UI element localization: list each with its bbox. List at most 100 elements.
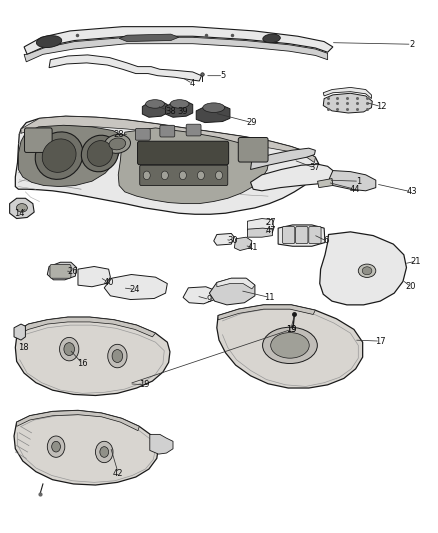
- Ellipse shape: [263, 34, 280, 43]
- Ellipse shape: [271, 333, 309, 358]
- Circle shape: [180, 171, 186, 180]
- Ellipse shape: [362, 266, 372, 275]
- Polygon shape: [24, 27, 333, 54]
- Polygon shape: [196, 106, 230, 123]
- Polygon shape: [142, 101, 167, 117]
- Polygon shape: [49, 55, 201, 81]
- Polygon shape: [15, 116, 319, 214]
- Circle shape: [95, 441, 113, 463]
- Ellipse shape: [35, 132, 83, 180]
- Text: 12: 12: [376, 102, 386, 111]
- Ellipse shape: [109, 138, 126, 150]
- Polygon shape: [166, 101, 193, 117]
- Circle shape: [112, 350, 123, 362]
- Text: 21: 21: [411, 257, 421, 265]
- Polygon shape: [209, 278, 255, 305]
- Text: 24: 24: [130, 285, 140, 294]
- Text: 19: 19: [286, 325, 297, 334]
- Ellipse shape: [203, 103, 225, 112]
- Polygon shape: [217, 305, 363, 388]
- Polygon shape: [218, 305, 315, 320]
- FancyBboxPatch shape: [140, 165, 228, 185]
- Circle shape: [47, 436, 65, 457]
- Circle shape: [64, 343, 74, 356]
- Text: 18: 18: [18, 343, 28, 352]
- Text: 1: 1: [357, 177, 362, 185]
- FancyBboxPatch shape: [283, 227, 295, 244]
- Circle shape: [198, 171, 205, 180]
- Text: 2: 2: [409, 40, 414, 49]
- Ellipse shape: [42, 139, 76, 172]
- FancyBboxPatch shape: [186, 124, 201, 136]
- Ellipse shape: [170, 100, 189, 108]
- Text: 19: 19: [286, 325, 297, 334]
- Circle shape: [52, 441, 60, 452]
- Circle shape: [143, 171, 150, 180]
- Polygon shape: [14, 324, 25, 340]
- Text: 41: 41: [248, 244, 258, 252]
- Ellipse shape: [358, 264, 376, 278]
- Ellipse shape: [263, 327, 317, 364]
- Text: 20: 20: [406, 282, 416, 291]
- Text: 6: 6: [324, 237, 329, 245]
- Polygon shape: [323, 87, 371, 99]
- Text: 37: 37: [309, 164, 320, 172]
- Text: 47: 47: [265, 226, 276, 235]
- Polygon shape: [320, 232, 406, 305]
- Polygon shape: [323, 93, 372, 113]
- Text: 40: 40: [103, 278, 114, 287]
- Text: 30: 30: [227, 237, 237, 245]
- Polygon shape: [78, 266, 110, 287]
- FancyBboxPatch shape: [160, 125, 175, 137]
- Polygon shape: [14, 410, 159, 485]
- Ellipse shape: [17, 204, 27, 212]
- Polygon shape: [247, 228, 272, 237]
- Polygon shape: [251, 164, 333, 191]
- Text: 5: 5: [221, 71, 226, 80]
- Text: 39: 39: [178, 108, 188, 116]
- Polygon shape: [15, 317, 170, 395]
- Circle shape: [108, 344, 127, 368]
- Polygon shape: [183, 287, 215, 304]
- Ellipse shape: [36, 36, 62, 47]
- Polygon shape: [18, 317, 155, 337]
- Text: 17: 17: [375, 337, 385, 345]
- Text: 27: 27: [265, 219, 276, 227]
- Circle shape: [60, 337, 79, 361]
- Polygon shape: [18, 125, 123, 187]
- Text: 16: 16: [77, 359, 88, 368]
- Text: 4: 4: [190, 79, 195, 88]
- Text: 29: 29: [247, 118, 257, 127]
- Text: 19: 19: [139, 381, 150, 389]
- Ellipse shape: [104, 134, 131, 154]
- Polygon shape: [214, 233, 234, 245]
- Polygon shape: [21, 116, 315, 163]
- Polygon shape: [234, 237, 252, 251]
- Polygon shape: [17, 410, 139, 431]
- Ellipse shape: [145, 100, 164, 108]
- Text: 11: 11: [264, 293, 275, 302]
- Text: 38: 38: [166, 108, 176, 116]
- Polygon shape: [24, 37, 328, 62]
- Circle shape: [100, 447, 109, 457]
- Text: 43: 43: [406, 188, 417, 196]
- FancyBboxPatch shape: [50, 264, 71, 278]
- Polygon shape: [247, 219, 274, 230]
- Circle shape: [161, 171, 168, 180]
- FancyBboxPatch shape: [238, 138, 268, 162]
- Text: 9: 9: [207, 295, 212, 304]
- Polygon shape: [217, 278, 255, 289]
- Text: 42: 42: [113, 469, 124, 478]
- FancyBboxPatch shape: [135, 128, 150, 140]
- FancyBboxPatch shape: [25, 128, 52, 152]
- Polygon shape: [47, 262, 77, 280]
- Text: 28: 28: [113, 130, 124, 139]
- FancyBboxPatch shape: [138, 141, 229, 165]
- Ellipse shape: [87, 141, 113, 166]
- Polygon shape: [118, 128, 269, 204]
- Text: 44: 44: [350, 185, 360, 193]
- Text: 26: 26: [67, 268, 78, 276]
- Polygon shape: [119, 34, 179, 42]
- Polygon shape: [318, 179, 333, 188]
- Circle shape: [215, 171, 223, 180]
